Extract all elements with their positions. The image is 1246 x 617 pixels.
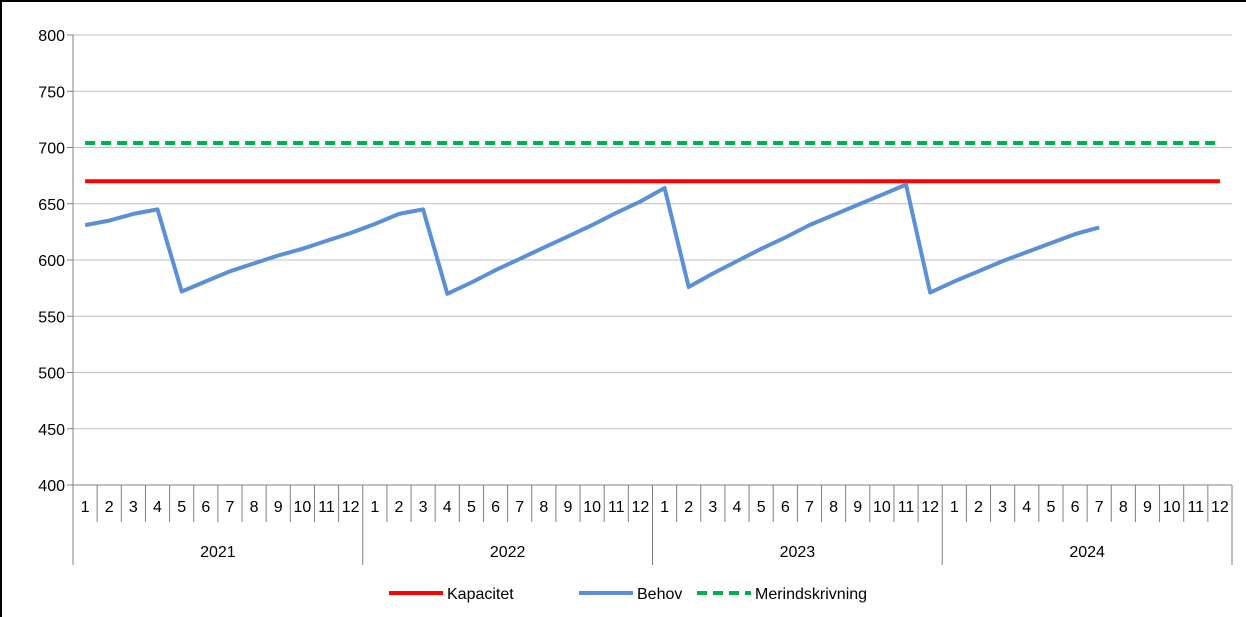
x-tick-label-month: 11: [608, 499, 625, 516]
x-tick-label-month: 7: [515, 499, 524, 516]
x-tick-label-month: 10: [583, 499, 601, 516]
y-tick-label: 500: [38, 366, 65, 383]
x-tick-label-month: 10: [873, 499, 891, 516]
x-tick-label-month: 12: [921, 499, 939, 516]
legend: Kapacitet Behov Merindskrivning: [389, 586, 867, 603]
x-tick-label-month: 3: [708, 499, 717, 516]
x-tick-label-year: 2023: [780, 544, 816, 561]
x-tick-label-month: 7: [1095, 499, 1104, 516]
x-tick-label-year: 2024: [1069, 544, 1105, 561]
x-tick-label-month: 1: [660, 499, 669, 516]
x-tick-label-month: 2: [684, 499, 693, 516]
x-tick-label-year: 2021: [200, 544, 236, 561]
x-tick-label-month: 4: [1022, 499, 1031, 516]
x-tick-label-month: 7: [805, 499, 814, 516]
x-tick-label-month: 8: [539, 499, 548, 516]
x-tick-label-month: 3: [419, 499, 428, 516]
x-tick-label-month: 6: [201, 499, 210, 516]
x-tick-label-month: 11: [898, 499, 915, 516]
x-tick-label-month: 2: [105, 499, 114, 516]
legend-label-kapacitet: Kapacitet: [447, 586, 514, 603]
x-tick-label-month: 10: [293, 499, 311, 516]
x-tick-label-month: 9: [564, 499, 573, 516]
x-tick-label-month: 4: [443, 499, 452, 516]
y-tick-label: 600: [38, 253, 65, 270]
x-tick-label-month: 11: [1187, 499, 1204, 516]
y-tick-label: 650: [38, 197, 65, 214]
x-tick-label-month: 9: [853, 499, 862, 516]
x-tick-label-month: 8: [250, 499, 259, 516]
axes: [67, 34, 1233, 565]
y-tick-labels: 400 450 500 550 600 650 700 750 800: [38, 28, 65, 495]
x-tick-label-month: 1: [370, 499, 379, 516]
series-line-behov: [84, 182, 1100, 296]
y-tick-label: 550: [38, 309, 65, 326]
x-tick-label-month: 4: [733, 499, 742, 516]
legend-label-merindskrivning: Merindskrivning: [755, 586, 867, 603]
x-tick-label-month: 2: [974, 499, 983, 516]
y-tick-label: 800: [38, 28, 65, 45]
x-tick-label-month: 3: [998, 499, 1007, 516]
x-tick-label-month: 5: [467, 499, 476, 516]
x-tick-label-year: 2022: [490, 544, 526, 561]
x-tick-label-month: 12: [342, 499, 360, 516]
legend-label-behov: Behov: [637, 586, 682, 603]
x-tick-label-month: 6: [1071, 499, 1080, 516]
x-tick-label-month: 12: [1211, 499, 1229, 516]
x-tick-label-month: 2: [395, 499, 404, 516]
y-tick-label: 750: [38, 84, 65, 101]
x-tick-label-month: 5: [757, 499, 766, 516]
x-tick-label-month: 12: [632, 499, 650, 516]
x-tick-label-month: 6: [491, 499, 500, 516]
x-tick-label-month: 8: [1119, 499, 1128, 516]
x-tick-label-month: 8: [829, 499, 838, 516]
y-tick-label: 700: [38, 141, 65, 158]
x-tick-label-month: 7: [225, 499, 234, 516]
x-tick-label-month: 9: [274, 499, 283, 516]
y-tick-label: 450: [38, 422, 65, 439]
x-tick-label-month: 9: [1143, 499, 1152, 516]
x-tick-label-month: 4: [153, 499, 162, 516]
x-tick-label-month: 5: [177, 499, 186, 516]
x-tick-label-month: 10: [1163, 499, 1181, 516]
series-lines: [84, 141, 1220, 296]
x-tick-label-month: 1: [81, 499, 90, 516]
gridlines: [73, 34, 1232, 486]
y-tick-label: 400: [38, 478, 65, 495]
x-tick-label-month: 6: [781, 499, 790, 516]
x-tick-label-month: 3: [129, 499, 138, 516]
x-tick-label-month: 11: [318, 499, 335, 516]
x-tick-label-month: 1: [950, 499, 959, 516]
x-tick-label-month: 5: [1046, 499, 1055, 516]
